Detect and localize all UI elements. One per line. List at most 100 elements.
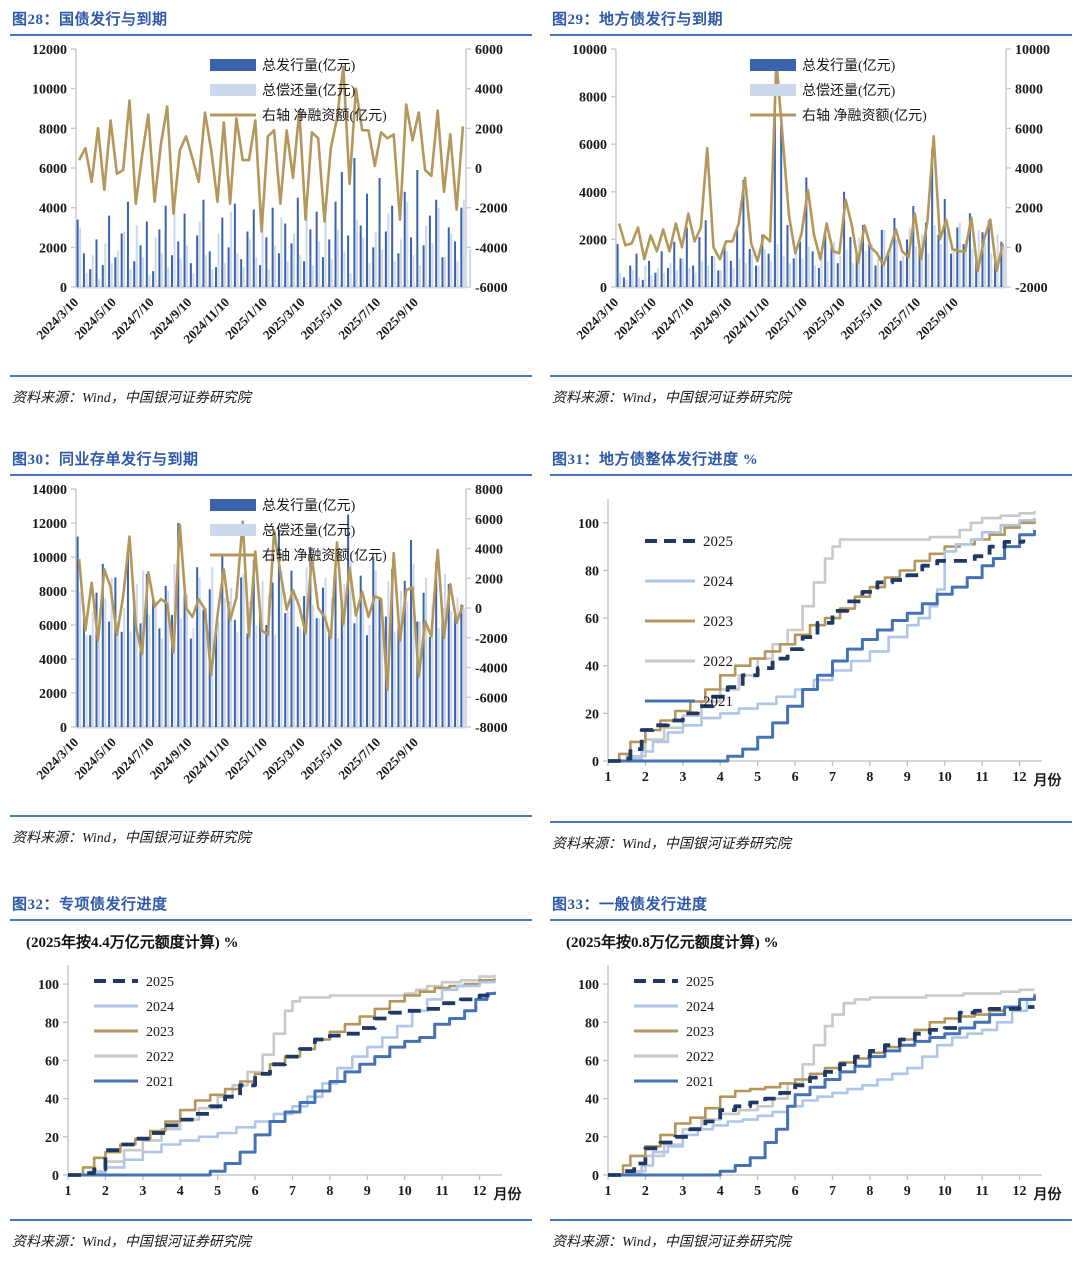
svg-text:右轴 净融资额(亿元): 右轴 净融资额(亿元) [262,108,387,124]
svg-text:总发行量(亿元): 总发行量(亿元) [262,498,356,514]
svg-text:100: 100 [578,978,599,993]
svg-text:40: 40 [45,1093,59,1108]
series-line-2021 [608,530,1036,763]
bars-repayment [79,560,465,727]
svg-text:12: 12 [1013,1184,1027,1199]
svg-text:总偿还量(亿元): 总偿还量(亿元) [262,523,356,539]
svg-text:0: 0 [475,602,482,617]
figure-29-bottom-divider [550,375,1072,377]
svg-text:右轴 净融资额(亿元): 右轴 净融资额(亿元) [262,548,387,564]
svg-text:3: 3 [679,770,686,785]
x-axis-labels: 2024/3/102024/5/102024/7/102024/9/102024… [33,295,421,347]
svg-text:2025/9/10: 2025/9/10 [913,295,961,343]
figure-33-source-note: 资料来源：Wind，中国银河证券研究院 [552,1235,791,1250]
svg-text:-2000: -2000 [1015,281,1048,296]
svg-text:0: 0 [592,1169,599,1184]
svg-text:总偿还量(亿元): 总偿还量(亿元) [802,83,896,99]
svg-text:月份: 月份 [493,1186,523,1203]
svg-text:20: 20 [585,1131,599,1146]
svg-text:80: 80 [45,1016,59,1031]
svg-text:11: 11 [436,1184,449,1199]
figure-29-title: 图29：地方债发行与到期 [552,12,724,28]
svg-text:6: 6 [792,1184,799,1199]
figure-29-source-note: 资料来源：Wind，中国银河证券研究院 [552,391,791,406]
bars-repayment [79,199,472,287]
svg-text:2024: 2024 [146,1000,174,1015]
svg-text:1: 1 [65,1184,72,1199]
svg-text:4000: 4000 [475,83,503,98]
svg-text:2021: 2021 [146,1075,174,1090]
svg-text:9: 9 [364,1184,371,1199]
svg-text:4000: 4000 [39,653,67,668]
svg-text:7: 7 [289,1184,296,1199]
svg-text:0: 0 [592,755,599,770]
axes [63,965,502,1180]
series-line-2023 [608,518,1036,763]
figure-30-chart-canvas: 0 2000 4000 6000 8000 10000 12000 14000 -8000 -60… [32,483,508,787]
svg-text:4000: 4000 [1015,162,1043,177]
net-financing-line [77,65,465,233]
figure-31-title-divider [550,474,1072,476]
svg-text:2023: 2023 [703,614,733,630]
svg-text:6000: 6000 [1015,122,1043,137]
svg-text:-6000: -6000 [475,691,508,706]
svg-text:0: 0 [52,1169,59,1184]
svg-text:6000: 6000 [39,619,67,634]
legend: 2025 2024 2023 2022 2021 [645,534,734,710]
svg-text:12: 12 [473,1184,487,1199]
svg-text:总发行量(亿元): 总发行量(亿元) [262,58,356,74]
svg-text:8000: 8000 [39,585,67,600]
figure-31-source-note: 资料来源：Wind，中国银河证券研究院 [552,837,791,852]
figure-30-source-note: 资料来源：Wind，中国银河证券研究院 [12,831,251,846]
svg-text:2022: 2022 [686,1050,714,1065]
series-line-2024 [68,980,496,1177]
svg-text:5: 5 [214,1184,221,1199]
svg-text:-4000: -4000 [475,241,508,256]
series-line-2024 [608,518,1036,763]
svg-text:12000: 12000 [32,517,67,532]
svg-text:4000: 4000 [579,186,607,201]
svg-text:总偿还量(亿元): 总偿还量(亿元) [262,83,356,99]
figure-28-chart-canvas: 0 2000 4000 6000 8000 10000 12000 -6000 -4000 -20… [32,43,508,347]
figure-31: 图31：地方债整体发行进度 % 0 20 40 60 80 100 1 2 3 4 5 6 7 8 9 10 1… [540,440,1080,885]
svg-text:10: 10 [938,1184,952,1199]
svg-text:8: 8 [326,1184,333,1199]
svg-text:100: 100 [38,978,59,993]
figure-32: 图32：专项债发行进度 (2025年按4.4万亿元额度计算) % 0 20 40 60… [0,885,540,1278]
svg-text:8: 8 [866,1184,873,1199]
svg-text:2: 2 [102,1184,109,1199]
svg-text:0: 0 [60,721,67,736]
figure-30: 图30：同业存单发行与到期 0 2000 4000 6000 8000 10000 1200… [0,440,540,885]
axis-labels: 0 2000 4000 6000 8000 10000 -2000 0 2000 4000 6000… [572,43,1050,296]
svg-text:2024: 2024 [686,1000,714,1015]
svg-text:2022: 2022 [146,1050,174,1065]
series-line-2025 [608,539,1026,763]
figure-28-bottom-divider [10,375,532,377]
svg-text:6000: 6000 [39,162,67,177]
svg-text:8000: 8000 [1015,83,1043,98]
svg-text:6: 6 [252,1184,259,1199]
svg-text:2025: 2025 [146,975,174,990]
net-financing-line [617,59,1005,273]
svg-text:-2000: -2000 [475,202,508,217]
svg-text:60: 60 [585,1054,599,1069]
figure-29: 图29：地方债发行与到期 0 2000 4000 6000 8000 10000 -2000… [540,0,1080,440]
svg-text:12000: 12000 [32,43,67,58]
svg-text:2024: 2024 [703,574,734,590]
svg-text:2000: 2000 [579,233,607,248]
svg-text:10000: 10000 [1015,43,1050,58]
x-axis-labels: 2024/3/102024/5/102024/7/102024/9/102024… [33,735,421,787]
svg-text:40: 40 [585,1093,599,1108]
series-line-2021 [608,995,1036,1177]
svg-text:8000: 8000 [39,122,67,137]
figure-32-bottom-divider [10,1219,532,1221]
figure-33: 图33：一般债发行进度 (2025年按0.8万亿元额度计算) % 0 20 40 60… [540,885,1080,1278]
svg-text:10: 10 [938,770,952,785]
svg-text:80: 80 [585,1016,599,1031]
bars-issuance [76,158,463,287]
svg-text:12: 12 [1013,770,1027,785]
svg-text:6000: 6000 [475,513,503,528]
